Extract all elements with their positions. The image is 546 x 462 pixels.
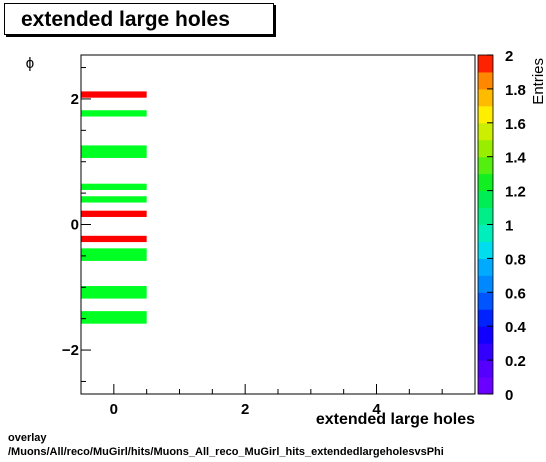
heatmap-cell xyxy=(81,286,147,299)
colorbar-swatch xyxy=(478,139,493,158)
colorbar-tick-label: 0.4 xyxy=(505,319,527,336)
colorbar-tick-label: 1 xyxy=(505,218,513,235)
colorbar-swatch xyxy=(478,207,493,225)
colorbar-swatch xyxy=(478,122,493,141)
footer-overlay-label: overlay xyxy=(8,432,47,444)
axes-layer: 0 2 4 −2 0 2 extended large holes ϕ xyxy=(26,54,476,428)
x-tick-label: 0 xyxy=(110,401,118,418)
heatmap-cell xyxy=(81,110,147,117)
colorbar-tick-label: 1.6 xyxy=(505,116,526,133)
heatmap-cell xyxy=(81,183,147,190)
colorbar: 0 0.2 0.4 0.6 0.8 1 1.2 1.4 1.6 1.8 2 Entries xyxy=(477,48,546,404)
title-box: extended large holes xyxy=(4,3,274,35)
x-axis-label: extended large holes xyxy=(316,411,475,428)
colorbar-swatch xyxy=(478,360,493,378)
colorbar-swatch xyxy=(478,241,493,259)
colorbar-tick-label: 1.4 xyxy=(505,150,527,167)
colorbar-swatch xyxy=(478,292,493,310)
x-tick-label: 2 xyxy=(241,401,249,418)
colorbar-label: Entries xyxy=(530,58,546,105)
y-tick-label: −2 xyxy=(62,342,79,359)
colorbar-swatch xyxy=(478,55,493,73)
colorbar-swatch xyxy=(478,88,493,107)
colorbar-swatch xyxy=(478,275,493,293)
y-tick-label: 0 xyxy=(71,217,79,234)
footer-histogram-path: /Muons/All/reco/MuGirl/hits/Muons_All_re… xyxy=(8,446,444,458)
colorbar-tick-label: 0.2 xyxy=(505,353,526,370)
colorbar-tick-label: 0 xyxy=(505,387,513,404)
y-tick-label: 2 xyxy=(71,91,79,108)
colorbar-swatch xyxy=(478,71,493,90)
colorbar-swatch xyxy=(478,156,493,175)
colorbar-tick-label: 2 xyxy=(505,48,513,65)
chart-title: extended large holes xyxy=(21,8,230,31)
colorbar-tick-label: 0.6 xyxy=(505,285,526,302)
colorbar-swatch xyxy=(478,309,493,327)
plot-area xyxy=(81,55,475,394)
x-tick-label: 4 xyxy=(372,401,381,418)
heatmap-cell xyxy=(81,311,147,324)
colorbar-tick-label: 1.8 xyxy=(505,82,526,99)
colorbar-swatch xyxy=(478,377,493,395)
colorbar-swatch xyxy=(478,343,493,361)
colorbar-swatch xyxy=(478,190,493,209)
heatmap-cell xyxy=(81,145,147,158)
colorbar-tick-label: 0.8 xyxy=(505,251,526,268)
colorbar-swatch xyxy=(478,326,493,344)
y-axis-label: ϕ xyxy=(26,55,34,72)
colorbar-swatch xyxy=(478,105,493,124)
heatmap-cell xyxy=(81,235,147,243)
colorbar-swatch xyxy=(478,173,493,192)
heatmap-cell xyxy=(81,91,147,98)
plot-frame-layer xyxy=(81,55,475,394)
heatmap-cell xyxy=(81,210,147,217)
colorbar-tick-label: 1.2 xyxy=(505,184,526,201)
heatmap-cell xyxy=(81,196,147,203)
colorbar-swatch xyxy=(478,258,493,276)
colorbar-swatch xyxy=(478,224,493,242)
heatmap-cells xyxy=(81,91,147,324)
heatmap-cell xyxy=(81,248,147,261)
